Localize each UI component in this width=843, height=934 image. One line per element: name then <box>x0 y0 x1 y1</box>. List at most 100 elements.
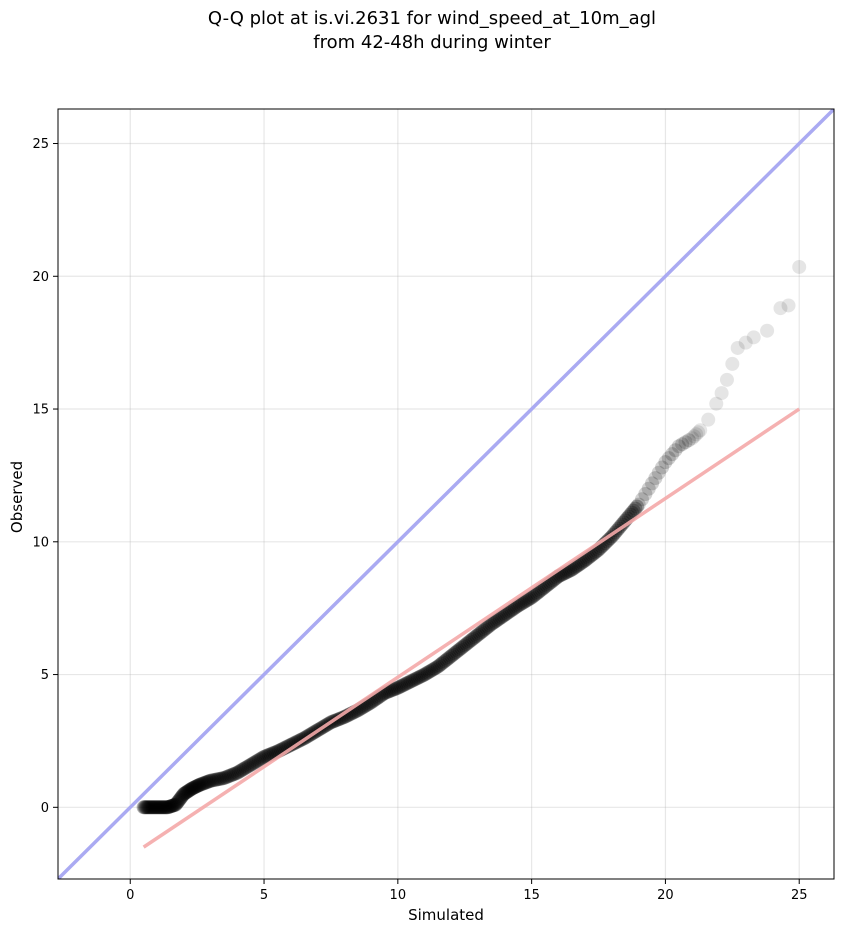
chart-title-line-1: Q-Q plot at is.vi.2631 for wind_speed_at… <box>208 8 656 29</box>
qq-point <box>144 800 159 815</box>
qq-point <box>155 800 170 815</box>
qq-point <box>137 800 152 815</box>
qq-point <box>287 736 302 751</box>
qq-point <box>714 386 729 401</box>
qq-point <box>665 447 680 462</box>
qq-point <box>389 681 404 696</box>
y-tick-label: 0 <box>41 801 49 816</box>
qq-point <box>484 617 499 632</box>
qq-point <box>198 775 213 790</box>
qq-point <box>157 800 172 815</box>
qq-point <box>447 646 462 661</box>
x-tick-label: 15 <box>523 888 540 903</box>
qq-point <box>404 674 419 689</box>
qq-point <box>405 673 420 688</box>
qq-point <box>170 795 185 809</box>
qq-point <box>260 748 275 763</box>
qq-point <box>397 677 412 692</box>
qq-point <box>626 503 641 518</box>
qq-point <box>578 553 593 568</box>
qq-point <box>151 800 166 815</box>
qq-point <box>457 638 472 653</box>
qq-point <box>226 767 241 782</box>
qq-point <box>205 773 220 788</box>
qq-point <box>487 614 502 629</box>
qq-point <box>514 596 529 611</box>
qq-point <box>178 785 193 800</box>
qq-point <box>651 465 666 480</box>
qq-point <box>245 756 260 771</box>
qq-point <box>414 669 429 684</box>
qq-point <box>760 323 775 338</box>
qq-point <box>188 779 203 794</box>
qq-point <box>250 753 265 768</box>
qq-point <box>689 427 704 442</box>
qq-point <box>385 682 400 697</box>
qq-point <box>177 786 192 801</box>
qq-point <box>638 487 653 501</box>
qq-point <box>263 747 278 762</box>
qq-point <box>725 356 740 371</box>
qq-point <box>746 330 761 345</box>
qq-point <box>456 639 471 654</box>
qq-point <box>452 642 467 657</box>
qq-point <box>208 772 223 787</box>
qq-point <box>635 492 650 507</box>
qq-point <box>236 761 251 776</box>
qq-point <box>628 501 643 516</box>
qq-point <box>241 758 256 773</box>
qq-point <box>451 643 466 658</box>
qq-point <box>538 579 553 594</box>
qq-point <box>228 766 243 781</box>
qq-point <box>181 783 196 798</box>
qq-point <box>412 670 427 685</box>
x-tick-label: 10 <box>390 888 407 903</box>
qq-point <box>675 437 690 452</box>
qq-point <box>573 556 588 571</box>
qq-point <box>472 626 487 641</box>
qq-point <box>213 771 228 786</box>
qq-point <box>792 259 807 274</box>
qq-point <box>492 611 507 626</box>
x-axis-ticks: 0 5 10 15 20 25 <box>126 879 807 903</box>
qq-point <box>507 600 522 615</box>
qq-point <box>422 664 437 679</box>
qq-point <box>773 301 788 316</box>
qq-point <box>641 481 656 496</box>
qq-point <box>648 471 663 486</box>
qq-point <box>387 682 402 697</box>
qq-point <box>579 552 594 567</box>
x-tick-label: 0 <box>126 888 134 903</box>
qq-point <box>252 752 267 767</box>
qq-point <box>486 615 501 630</box>
qq-point <box>511 598 526 613</box>
qq-point <box>162 799 177 814</box>
chart-title-line-2: from 42-48h during winter <box>313 32 551 53</box>
qq-point <box>159 800 174 815</box>
qq-point <box>499 606 514 621</box>
y-axis-ticks: 0 5 10 15 20 25 <box>32 137 58 816</box>
qq-point <box>476 623 491 638</box>
qq-point <box>466 631 481 646</box>
qq-point <box>145 800 160 815</box>
qq-point <box>420 665 435 680</box>
fit-line <box>142 407 801 849</box>
qq-point <box>531 585 546 600</box>
qq-point <box>781 298 796 313</box>
qq-point <box>235 762 250 777</box>
qq-point <box>171 793 186 808</box>
qq-point <box>709 396 724 411</box>
qq-point <box>429 660 444 675</box>
qq-point <box>382 684 397 699</box>
qq-point <box>524 590 539 605</box>
qq-point <box>168 797 183 812</box>
qq-point <box>631 497 646 512</box>
qq-point <box>477 622 492 637</box>
qq-point <box>141 800 156 815</box>
qq-point <box>243 757 258 772</box>
qq-point <box>693 423 708 438</box>
qq-point <box>169 796 184 811</box>
qq-point <box>501 605 516 620</box>
qq-point <box>655 460 670 475</box>
qq-point <box>221 769 236 784</box>
